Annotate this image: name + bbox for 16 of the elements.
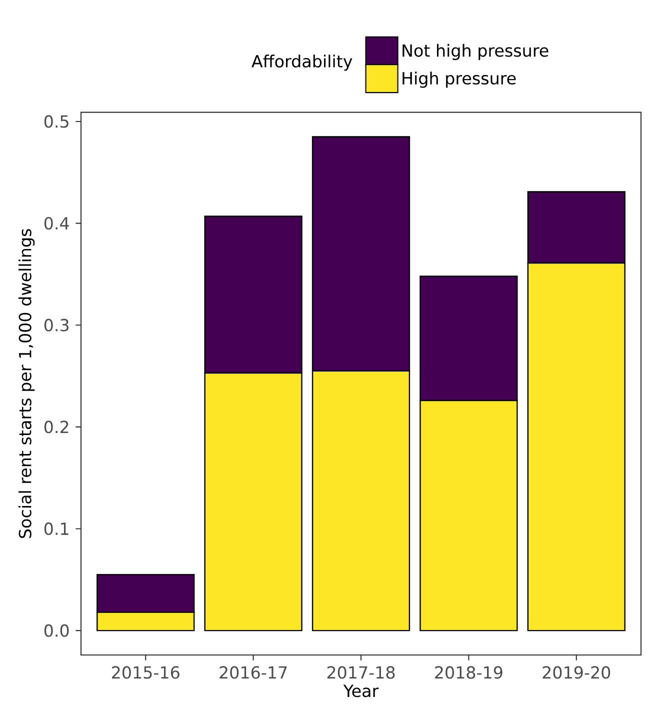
legend-label: High pressure xyxy=(402,72,516,88)
y-tick-label: 0.0 xyxy=(44,624,69,637)
y-axis-title: Social rent starts per 1,000 dwellings xyxy=(18,229,35,538)
x-tick-label: 2015-16 xyxy=(112,666,180,679)
y-tick-label: 0.3 xyxy=(44,318,68,332)
y-tick-label: 0.1 xyxy=(44,522,68,536)
x-tick-label: 2019-20 xyxy=(542,666,610,679)
y-tick-label: 0.4 xyxy=(44,216,69,230)
legend-label: Not high pressure xyxy=(402,44,548,60)
x-tick-label: 2016-17 xyxy=(220,666,287,679)
legend-title: Affordability xyxy=(252,54,352,71)
y-tick-label: 0.5 xyxy=(44,115,68,128)
x-tick-label: 2017-18 xyxy=(327,666,395,679)
y-tick-label: 0.2 xyxy=(44,420,68,434)
x-axis-title: Year xyxy=(343,684,379,698)
x-tick-label: 2018-19 xyxy=(435,666,502,679)
